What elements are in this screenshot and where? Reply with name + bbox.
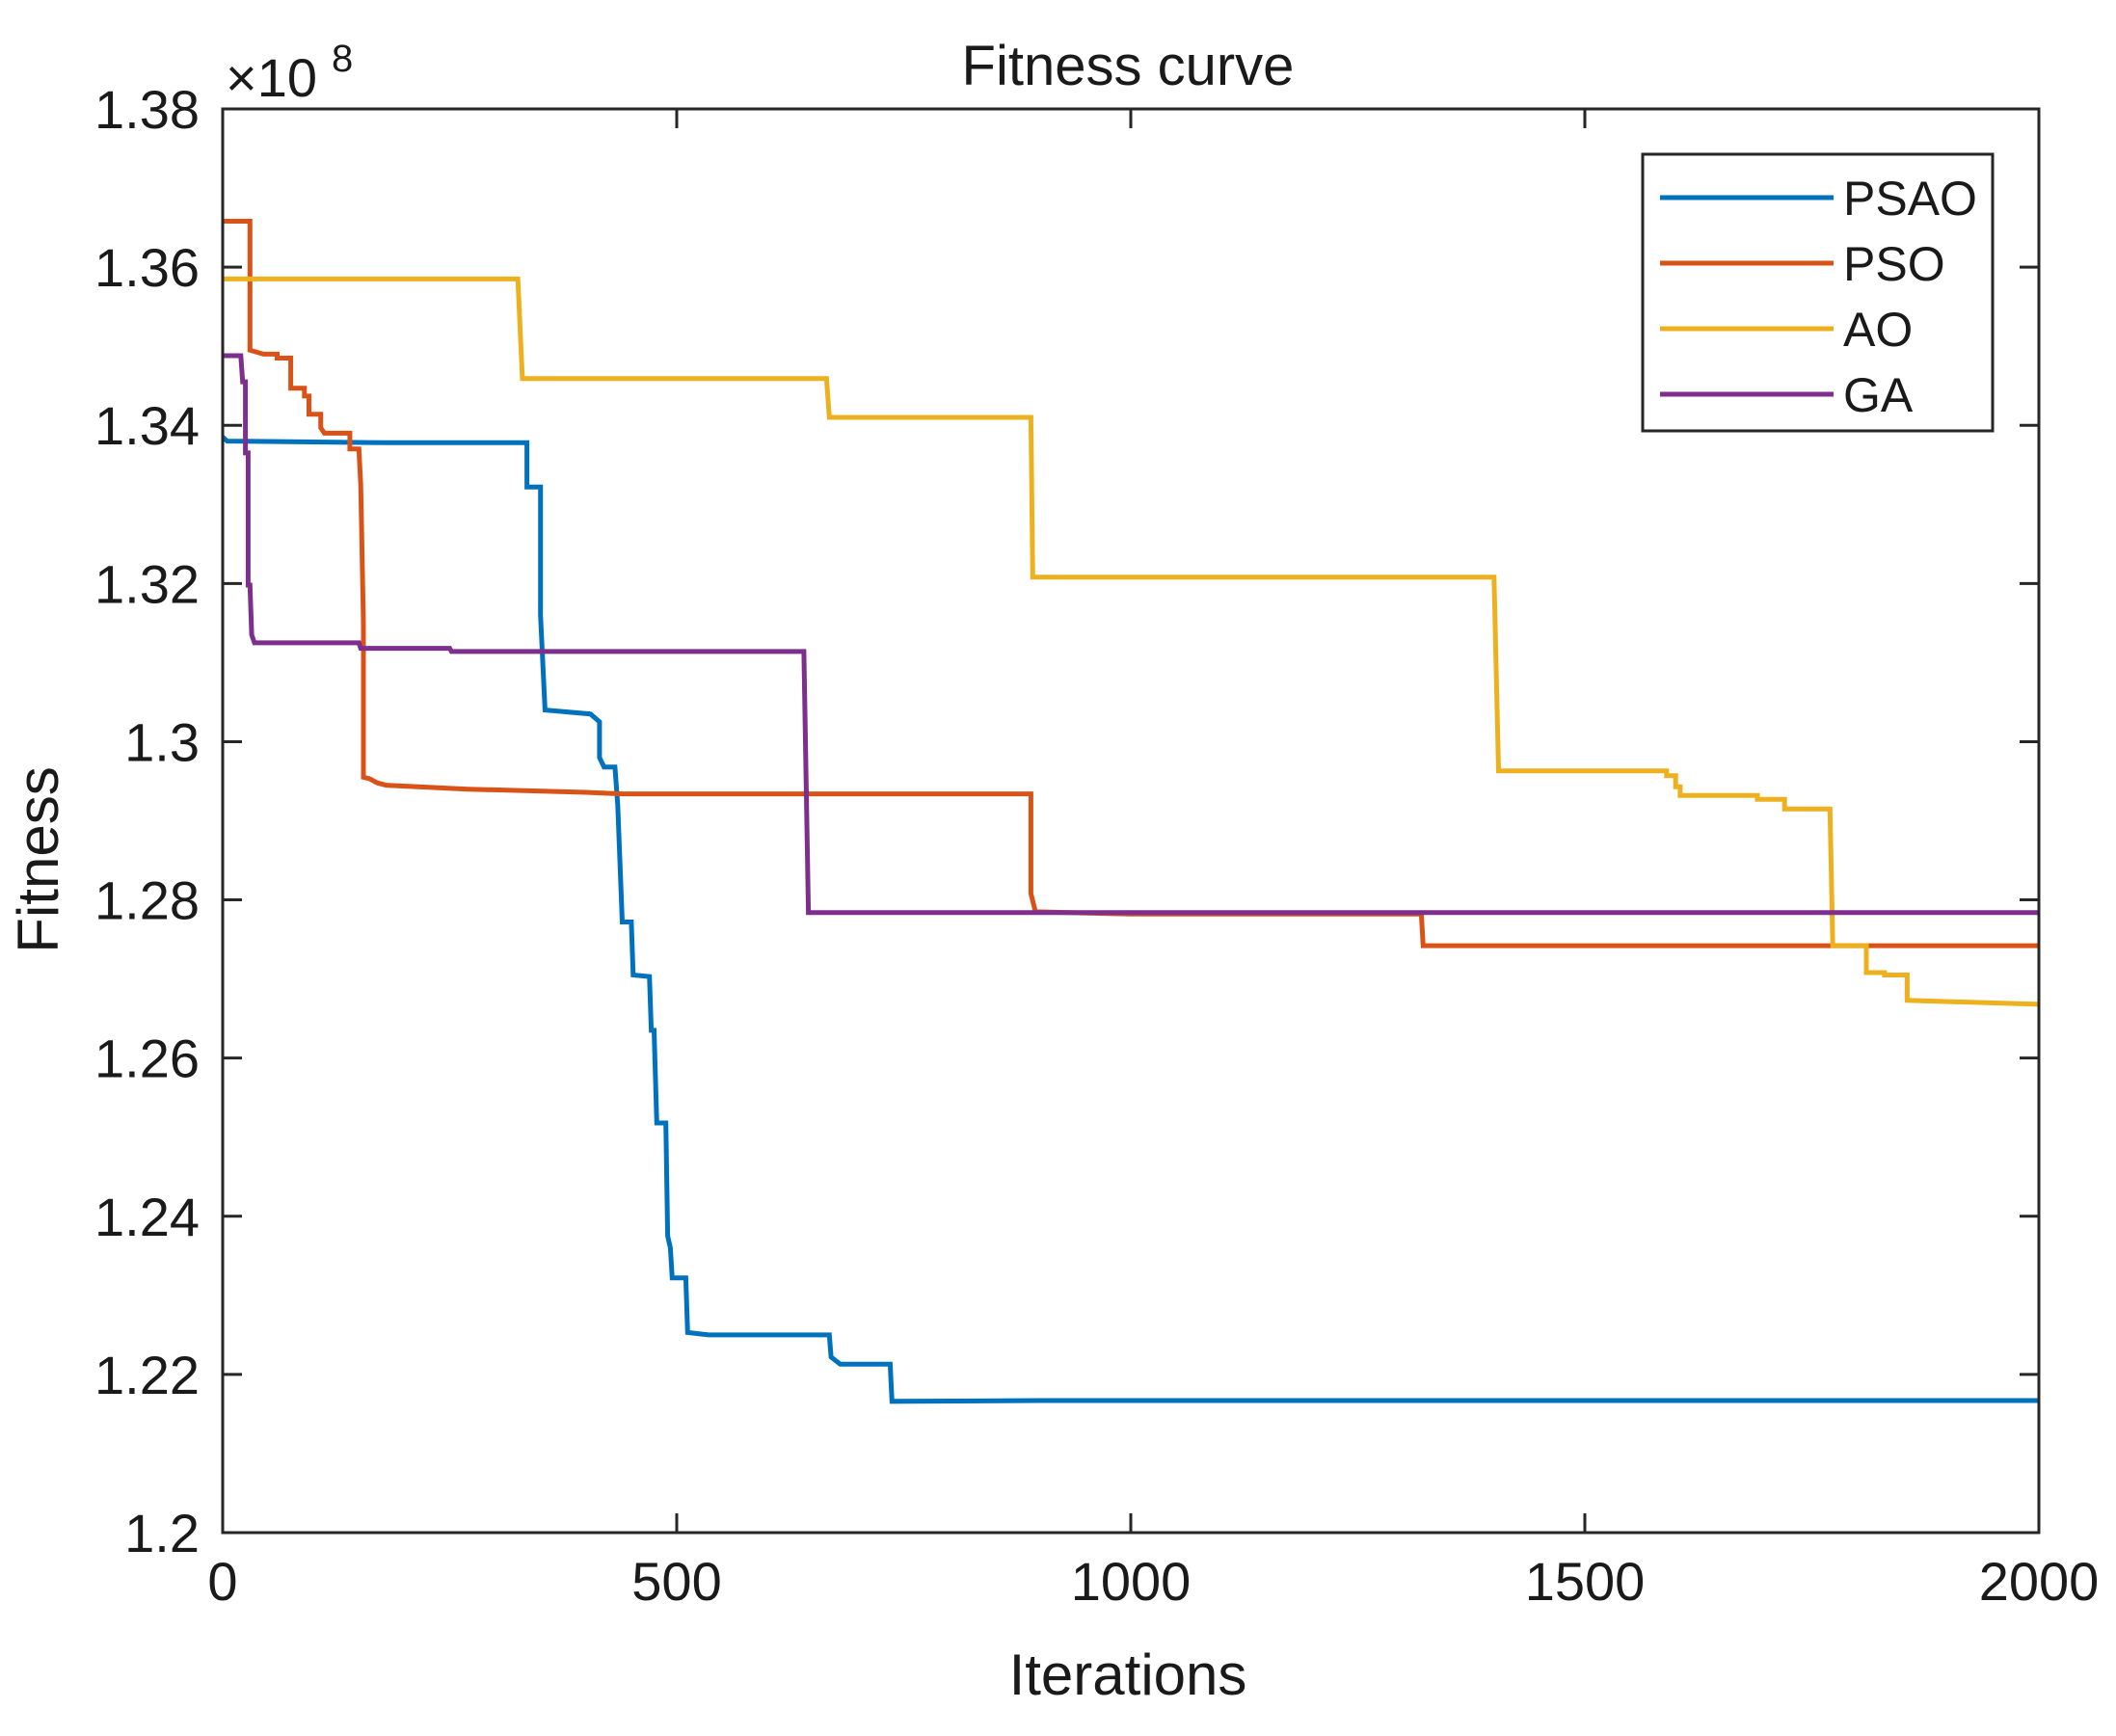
series-layer xyxy=(221,219,2040,1404)
series-line-ga xyxy=(223,353,2039,916)
y-tick-label: 1.34 xyxy=(94,395,200,456)
y-tick-label: 1.3 xyxy=(124,711,200,772)
x-tick-label: 1500 xyxy=(1525,1551,1646,1612)
series-line-pso xyxy=(223,219,2039,948)
y-tick-label: 1.28 xyxy=(94,870,200,931)
chart-title: Fitness curve xyxy=(962,35,1295,97)
legend-label-ga: GA xyxy=(1843,368,1914,422)
tick-marks xyxy=(221,107,2041,1535)
y-tick-label: 1.38 xyxy=(94,79,200,140)
y-axis-exponent: ×10 8 xyxy=(226,38,353,108)
legend: PSAO PSO AO GA xyxy=(1641,152,1995,433)
y-axis-exponent-value: 8 xyxy=(332,38,353,80)
y-tick-label: 1.24 xyxy=(94,1187,200,1247)
y-tick-label: 1.2 xyxy=(124,1503,200,1563)
legend-label-pso: PSO xyxy=(1843,237,1945,291)
svg-text:×10: ×10 xyxy=(226,47,317,108)
y-tick-labels: 1.2 1.22 1.24 1.26 1.28 1.3 1.32 1.34 1.36 1.38 xyxy=(94,79,200,1563)
x-tick-label: 0 xyxy=(207,1551,237,1612)
x-axis-label: Iterations xyxy=(1009,1643,1247,1707)
legend-box xyxy=(1641,152,1995,433)
series-line-ao xyxy=(223,276,2040,1007)
x-tick-label: 1000 xyxy=(1071,1551,1192,1612)
y-tick-label: 1.26 xyxy=(94,1028,200,1089)
legend-label-psao: PSAO xyxy=(1843,172,1977,226)
series-line-psao xyxy=(221,435,2039,1404)
y-axis-label: Fitness xyxy=(6,766,70,952)
legend-label-ao: AO xyxy=(1843,303,1913,357)
x-tick-label: 500 xyxy=(631,1551,721,1612)
plot-area xyxy=(221,107,2041,1535)
x-tick-labels: 0 500 1000 1500 2000 xyxy=(207,1551,2099,1612)
x-tick-label: 2000 xyxy=(1979,1551,2100,1612)
y-tick-label: 1.32 xyxy=(94,553,200,614)
y-tick-label: 1.22 xyxy=(94,1345,200,1405)
y-tick-label: 1.36 xyxy=(94,237,200,298)
